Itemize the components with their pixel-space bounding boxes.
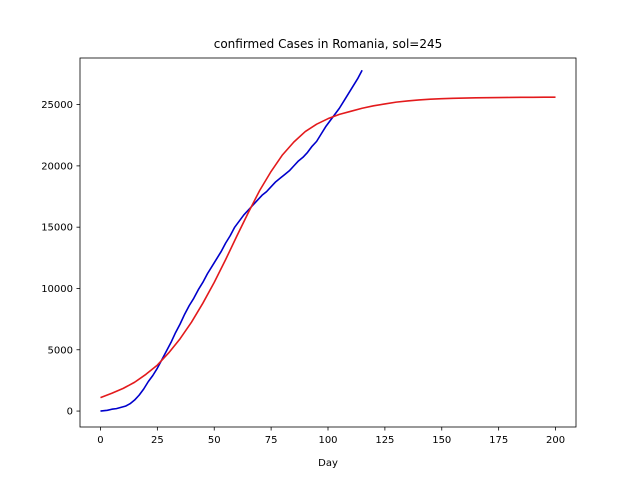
chart-title: confirmed Cases in Romania, sol=245 (214, 37, 443, 51)
x-tick-label: 150 (432, 435, 451, 446)
plot-area: 0 25 50 75 100 125 150 175 200 0 5000 10000 15000 200… (41, 57, 577, 446)
x-axis-label: Day (318, 458, 338, 469)
x-tick-label: 175 (489, 435, 508, 446)
x-tick-label: 200 (546, 435, 565, 446)
x-tick-label: 100 (318, 435, 337, 446)
x-tick-label: 125 (375, 435, 394, 446)
y-tick-label: 10000 (41, 284, 73, 295)
x-tick-label: 0 (97, 435, 103, 446)
y-tick-label: 5000 (48, 345, 73, 356)
y-tick-label: 15000 (41, 223, 73, 234)
x-tick-label: 50 (208, 435, 221, 446)
series-line-0 (100, 69, 363, 412)
y-tick-label: 0 (67, 407, 73, 418)
y-tick-label: 25000 (41, 100, 73, 111)
y-tick-label: 20000 (41, 161, 73, 172)
x-tick-label: 25 (151, 435, 164, 446)
x-tick-label: 75 (265, 435, 278, 446)
series-line-1 (100, 96, 556, 399)
